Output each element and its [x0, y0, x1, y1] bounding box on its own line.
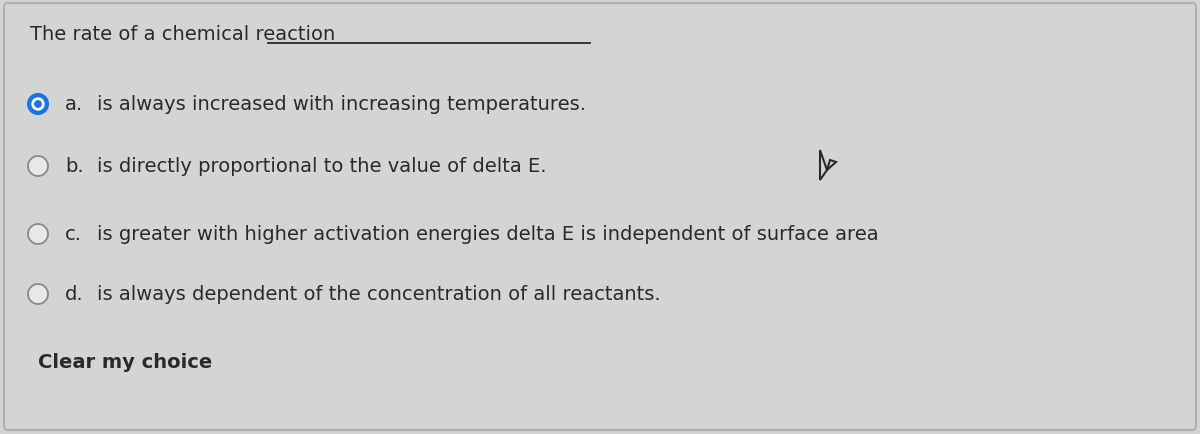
Circle shape: [28, 95, 48, 115]
Text: is always dependent of the concentration of all reactants.: is always dependent of the concentration…: [97, 285, 661, 304]
Text: a.: a.: [65, 95, 83, 114]
Text: is always increased with increasing temperatures.: is always increased with increasing temp…: [97, 95, 586, 114]
Text: d.: d.: [65, 285, 84, 304]
Text: c.: c.: [65, 225, 82, 244]
Circle shape: [32, 99, 44, 111]
Text: Clear my choice: Clear my choice: [38, 353, 212, 372]
Text: is directly proportional to the value of delta E.: is directly proportional to the value of…: [97, 157, 546, 176]
Circle shape: [35, 102, 41, 108]
Circle shape: [28, 157, 48, 177]
Circle shape: [28, 224, 48, 244]
Text: The rate of a chemical reaction: The rate of a chemical reaction: [30, 26, 335, 44]
Circle shape: [28, 284, 48, 304]
FancyBboxPatch shape: [4, 4, 1196, 430]
Text: b.: b.: [65, 157, 84, 176]
Text: is greater with higher activation energies delta E is independent of surface are: is greater with higher activation energi…: [97, 225, 878, 244]
Polygon shape: [820, 151, 836, 181]
